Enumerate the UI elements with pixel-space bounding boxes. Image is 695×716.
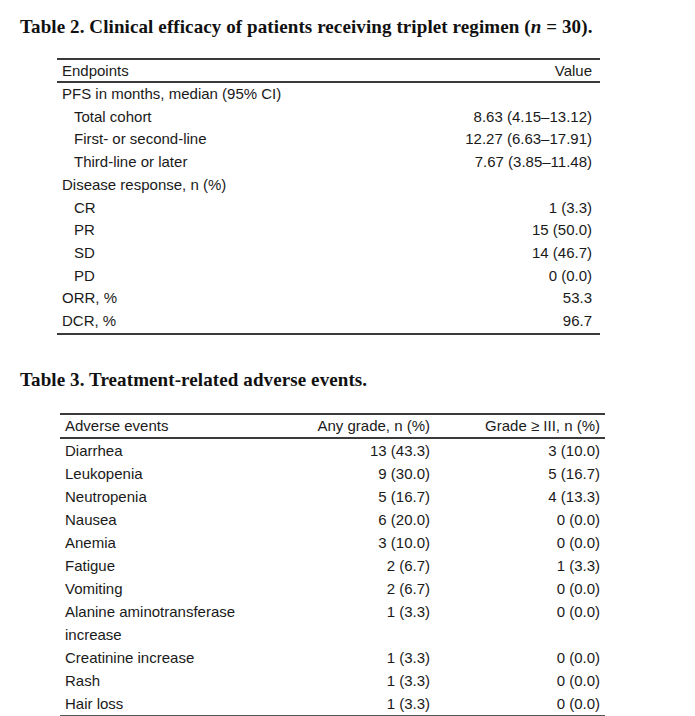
table-row: Fatigue 2 (6.7) 1 (3.3): [60, 554, 605, 577]
endpoint-label: PD: [57, 265, 549, 288]
endpoint-value: 14 (46.7): [532, 242, 600, 265]
grade-3plus-value: 1 (3.3): [430, 554, 605, 577]
endpoint-label: PR: [57, 219, 532, 242]
any-grade-value: 2 (6.7): [275, 577, 430, 600]
adverse-event-label: Rash: [60, 669, 275, 692]
table-row: Third-line or later 7.67 (3.85–11.48): [57, 151, 600, 174]
any-grade-value: 1 (3.3): [275, 646, 430, 669]
grade-3plus-value: 0 (0.0): [430, 531, 605, 554]
table-row: PD 0 (0.0): [57, 265, 600, 288]
table-row: Diarrhea 13 (43.3) 3 (10.0): [60, 439, 605, 462]
any-grade-value: 6 (20.0): [275, 508, 430, 531]
any-grade-value: 5 (16.7): [275, 485, 430, 508]
table-row: First- or second-line 12.27 (6.63–17.91): [57, 128, 600, 151]
grade-3plus-value: 5 (16.7): [430, 462, 605, 485]
grade-3plus-value: 4 (13.3): [430, 485, 605, 508]
grade-3plus-value: 0 (0.0): [430, 646, 605, 669]
any-grade-value: 9 (30.0): [275, 462, 430, 485]
endpoint-value: 1 (3.3): [549, 197, 600, 220]
any-grade-value: 2 (6.7): [275, 554, 430, 577]
endpoint-value: 53.3: [563, 287, 600, 310]
table-row: Anemia 3 (10.0) 0 (0.0): [60, 531, 605, 554]
table-row: Hair loss 1 (3.3) 0 (0.0): [60, 692, 605, 715]
table3-header-any-grade: Any grade, n (%): [275, 416, 430, 436]
adverse-event-label: Diarrhea: [60, 439, 275, 462]
table2-clinical-efficacy: Endpoints Value PFS in months, median (9…: [57, 58, 600, 335]
adverse-event-label: Fatigue: [60, 554, 275, 577]
table-row: ORR, % 53.3: [57, 287, 600, 310]
endpoint-label: First- or second-line: [57, 128, 465, 151]
grade-3plus-value: 0 (0.0): [430, 669, 605, 692]
table2-title: Table 2. Clinical efficacy of patients r…: [20, 14, 695, 40]
table2-header-endpoints: Endpoints: [57, 61, 555, 80]
table2-title-n-italic: n: [531, 16, 542, 37]
any-grade-value: 3 (10.0): [275, 531, 430, 554]
endpoint-label: Total cohort: [57, 106, 474, 129]
endpoint-label: DCR, %: [57, 310, 563, 333]
table-row: Disease response, n (%): [57, 174, 600, 197]
endpoint-value: 12.27 (6.63–17.91): [465, 128, 600, 151]
table-row: PR 15 (50.0): [57, 219, 600, 242]
grade-3plus-value: 0 (0.0): [430, 508, 605, 531]
table2-header-value: Value: [555, 61, 600, 80]
table2-header-row: Endpoints Value: [57, 60, 600, 83]
table-row: CR 1 (3.3): [57, 197, 600, 220]
grade-3plus-value: 0 (0.0): [430, 577, 605, 600]
table-row: Rash 1 (3.3) 0 (0.0): [60, 669, 605, 692]
endpoint-value: [592, 174, 600, 197]
endpoint-label: PFS in months, median (95% CI): [57, 83, 592, 106]
endpoint-value: 96.7: [563, 310, 600, 333]
endpoint-label: Third-line or later: [57, 151, 475, 174]
table3-header-adverse-events: Adverse events: [60, 416, 275, 436]
endpoint-value: 0 (0.0): [549, 265, 600, 288]
adverse-event-label: Nausea: [60, 508, 275, 531]
endpoint-label: ORR, %: [57, 287, 563, 310]
table-row: DCR, % 96.7: [57, 310, 600, 333]
table-row: Creatinine increase 1 (3.3) 0 (0.0): [60, 646, 605, 669]
table-row: Total cohort 8.63 (4.15–13.12): [57, 106, 600, 129]
any-grade-value: 1 (3.3): [275, 692, 430, 715]
document-page: Table 2. Clinical efficacy of patients r…: [0, 0, 695, 716]
adverse-event-label: Creatinine increase: [60, 646, 275, 669]
adverse-event-label: Anemia: [60, 531, 275, 554]
table3-header-row: Adverse events Any grade, n (%) Grade ≥ …: [60, 415, 605, 439]
table3-title: Table 3. Treatment-related adverse event…: [20, 367, 695, 393]
adverse-event-label: Alanine aminotransferase increase: [60, 600, 275, 646]
table-row: Neutropenia 5 (16.7) 4 (13.3): [60, 485, 605, 508]
grade-3plus-value: 3 (10.0): [430, 439, 605, 462]
table-row: Alanine aminotransferase increase 1 (3.3…: [60, 600, 605, 646]
endpoint-value: [592, 83, 600, 106]
adverse-event-label: Neutropenia: [60, 485, 275, 508]
endpoint-label: Disease response, n (%): [57, 174, 592, 197]
endpoint-value: 15 (50.0): [532, 219, 600, 242]
adverse-event-label: Vomiting: [60, 577, 275, 600]
grade-3plus-value: 0 (0.0): [430, 600, 605, 623]
table-row: PFS in months, median (95% CI): [57, 83, 600, 106]
endpoint-label: CR: [57, 197, 549, 220]
grade-3plus-value: 0 (0.0): [430, 692, 605, 715]
table-row: Leukopenia 9 (30.0) 5 (16.7): [60, 462, 605, 485]
any-grade-value: 1 (3.3): [275, 669, 430, 692]
any-grade-value: 1 (3.3): [275, 600, 430, 623]
adverse-event-label: Hair loss: [60, 692, 275, 715]
table-row: Vomiting 2 (6.7) 0 (0.0): [60, 577, 605, 600]
table3-adverse-events: Adverse events Any grade, n (%) Grade ≥ …: [60, 413, 605, 716]
endpoint-label: SD: [57, 242, 532, 265]
table-row: SD 14 (46.7): [57, 242, 600, 265]
table-row: Nausea 6 (20.0) 0 (0.0): [60, 508, 605, 531]
endpoint-value: 7.67 (3.85–11.48): [475, 151, 600, 174]
table2-title-suffix: = 30).: [541, 16, 592, 37]
endpoint-value: 8.63 (4.15–13.12): [474, 106, 600, 129]
adverse-event-label: Leukopenia: [60, 462, 275, 485]
table3-header-grade-3plus: Grade ≥ III, n (%): [430, 416, 605, 436]
any-grade-value: 13 (43.3): [275, 439, 430, 462]
table2-title-prefix: Table 2. Clinical efficacy of patients r…: [20, 16, 531, 37]
